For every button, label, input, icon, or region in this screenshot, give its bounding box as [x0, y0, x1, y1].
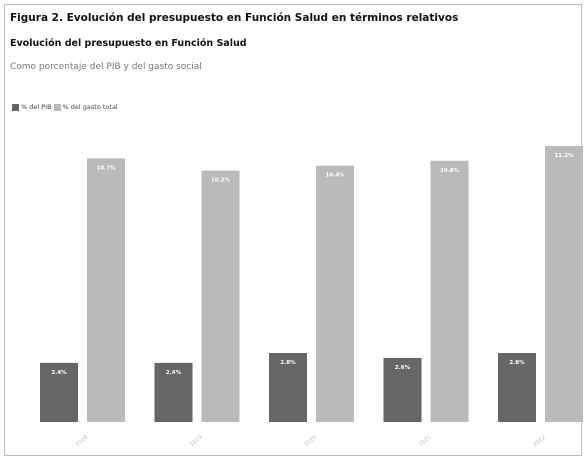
legend-swatch-gasto: [53, 103, 61, 111]
chart-title: Evolución del presupuesto en Función Sal…: [10, 38, 247, 49]
bar-gasto-2019: [201, 170, 240, 422]
bar-gasto-2021: [430, 160, 469, 423]
legend-item-gasto: % del gasto total: [53, 103, 118, 111]
data-label-gasto-2018: 10.7%: [96, 165, 116, 171]
legend-label-pib: % del PIB: [21, 103, 52, 111]
x-tick-label-2019: 2019: [189, 434, 204, 448]
data-label-pib-2022: 2.8%: [509, 360, 525, 366]
bar-pib-2021: [383, 357, 422, 422]
bar-pib-2019: [154, 362, 193, 422]
bar-gasto-2022: [545, 146, 583, 422]
data-label-gasto-2019: 10.2%: [211, 178, 231, 184]
data-label-gasto-2021: 10.6%: [440, 168, 460, 174]
x-tick-label-2022: 2022: [533, 434, 548, 448]
data-label-gasto-2020: 10.4%: [325, 173, 345, 179]
legend-label-gasto: % del gasto total: [62, 103, 118, 111]
bar-pib-2022: [498, 353, 536, 422]
x-tick-label-2021: 2021: [418, 434, 433, 448]
chart-legend: % del PIB % del gasto total: [12, 103, 120, 111]
figure-title: Figura 2. Evolución del presupuesto en F…: [10, 12, 459, 24]
bar-gasto-2020: [316, 165, 354, 422]
x-tick-label-2018: 2018: [75, 434, 90, 448]
data-label-pib-2018: 2.4%: [51, 370, 67, 376]
data-label-gasto-2022: 11.2%: [554, 153, 574, 159]
data-label-pib-2020: 2.8%: [280, 360, 296, 366]
x-tick-label-2020: 2020: [304, 434, 319, 448]
legend-item-pib: % del PIB: [12, 103, 52, 111]
bar-pib-2020: [269, 353, 307, 422]
data-label-pib-2019: 2.4%: [166, 370, 182, 376]
bar-pib-2018: [40, 362, 78, 422]
chart-subtitle: Como porcentaje del PIB y del gasto soci…: [10, 62, 202, 72]
bar-gasto-2018: [87, 158, 125, 423]
data-label-pib-2021: 2.6%: [395, 365, 411, 371]
legend-swatch-pib: [12, 103, 19, 111]
